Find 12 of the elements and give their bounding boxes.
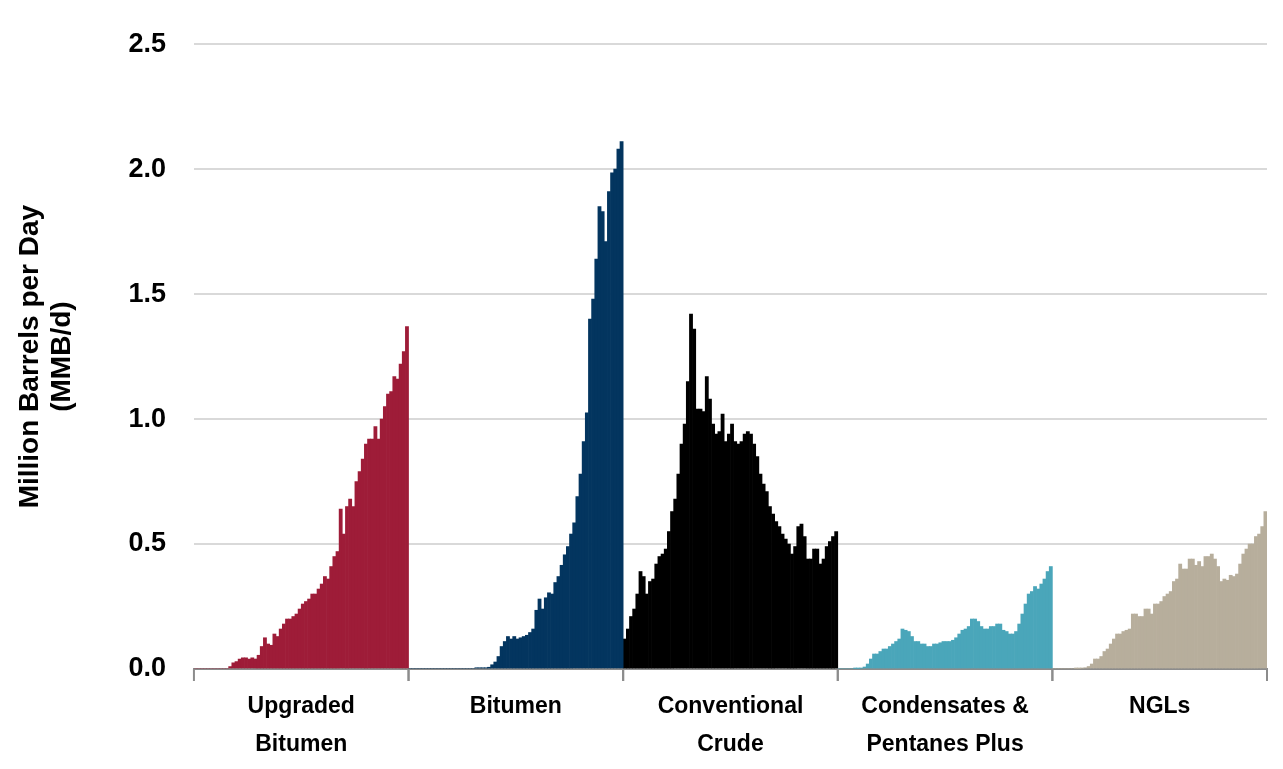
y-tick-label: 1.5 — [128, 277, 166, 308]
y-tick-label: 2.0 — [128, 152, 166, 183]
y-axis-title: Million Barrels per Day (MMB/d) — [12, 204, 77, 509]
series-label: NGLs — [1129, 691, 1191, 718]
series-label: Conventional Crude — [657, 691, 804, 756]
series-label: Upgraded Bitumen — [247, 691, 355, 756]
y-tick-label: 0.5 — [128, 527, 166, 558]
series-label: Condensates & Pentanes Plus — [861, 691, 1029, 756]
y-tick-label: 2.5 — [128, 27, 166, 58]
y-tick-label: 0.0 — [128, 652, 166, 683]
y-tick-label: 1.0 — [128, 402, 166, 433]
series-label: Bitumen — [469, 691, 562, 718]
